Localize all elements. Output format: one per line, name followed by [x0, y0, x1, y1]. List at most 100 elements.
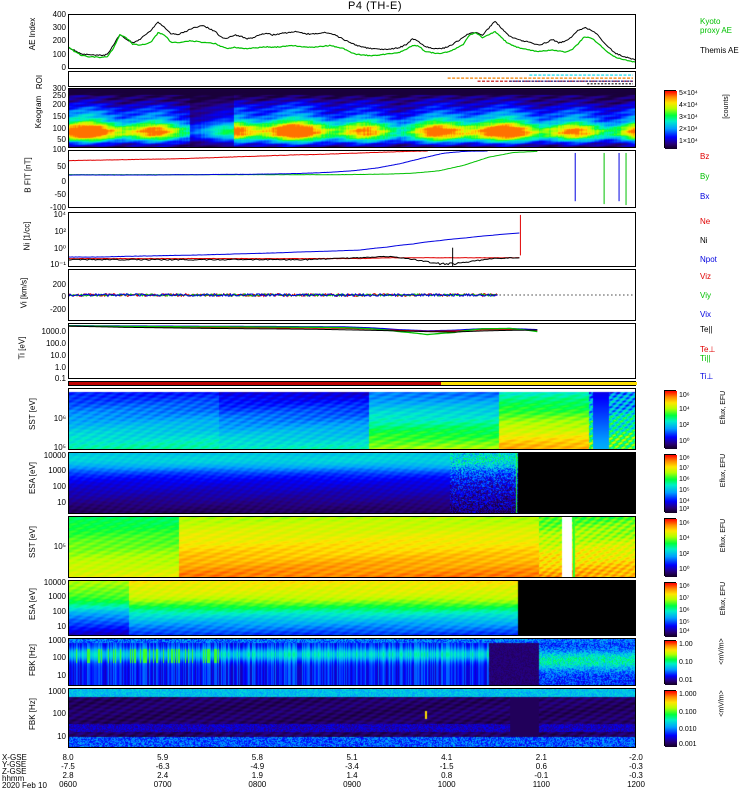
esa1-cb-1e7: 10⁷: [679, 465, 690, 472]
bottom-label-z-gse: Z-GSE: [2, 767, 27, 776]
sst-2-colorbar: [664, 518, 677, 577]
fbk1-cb-unit: <mV/m>: [718, 638, 726, 665]
b-ytick-m50: -50: [54, 190, 66, 199]
legend-viz: Viz: [700, 272, 711, 281]
fbk2-cb-0100: 0.100: [679, 709, 697, 716]
bottom-label-date: 2020 Feb 10: [2, 781, 47, 790]
fbk1-cb-01: 0.10: [679, 659, 693, 666]
keogram-colorbar: [664, 90, 677, 149]
panel-ae-index: [68, 14, 636, 69]
legend-viy: Viy: [700, 291, 711, 300]
sst-2-spectrogram: [69, 517, 635, 577]
fbk2-ytick-100: 100: [52, 709, 66, 718]
esa2-ytick-100: 100: [52, 607, 66, 616]
velocity-plot: [69, 270, 635, 320]
legend-ne: Ne: [700, 217, 711, 226]
panel-density: [68, 212, 636, 267]
legend-by: By: [700, 172, 710, 181]
t-ytick-1000: 1000.0: [41, 327, 66, 336]
bottom-tick-1: 5.9 -6.3 2.4 0700: [153, 753, 172, 789]
t-ytick-1: 1.0: [54, 363, 66, 372]
keo-cb-label-1e4: 1×10⁴: [679, 138, 698, 145]
sst-1-colorbar: [664, 390, 677, 449]
esa2-cb-1e5: 10⁵: [679, 619, 690, 626]
fbk2-cb-0010: 0.010: [679, 726, 697, 733]
sst2-cb-1e0: 10⁰: [679, 566, 690, 573]
v-ytick-m200: -200: [49, 305, 66, 314]
bottom-tick-2: 5.8 -4.9 1.9 0800: [248, 753, 267, 789]
n-ytick-1e0: 10⁰: [53, 244, 66, 253]
esa1-ytick-100: 100: [52, 482, 66, 491]
fbk1-ytick-100: 100: [52, 653, 66, 662]
sst1-cb-unit: Eflux, EFU: [720, 390, 728, 425]
esa1-ytick-10: 10: [57, 498, 66, 507]
velocity-ylabel: Vi [km/s]: [19, 277, 29, 309]
keo-ytick-300: 300: [52, 84, 66, 93]
t-ytick-01: 0.1: [54, 374, 66, 383]
n-ytick-1em1: 10⁻¹: [50, 260, 66, 269]
roi-plot: [447, 74, 634, 85]
esa1-ytick-1000: 1000: [48, 466, 66, 475]
b-ytick-m100: -100: [49, 203, 66, 212]
bottom-tick-4: 4.1 -1.5 0.8 1000: [437, 753, 456, 789]
sst2-ytick-1e5: 10⁵: [53, 542, 66, 551]
fbk2-ytick-10: 10: [57, 732, 66, 741]
keo-ytick-100b: 100: [52, 145, 66, 154]
ae-ytick-400: 400: [52, 10, 66, 19]
sst-1-ylabel: SST [eV]: [27, 398, 37, 430]
panel-roi: [68, 71, 636, 87]
bottom-tick-6: -2.0 -0.3 -0.3 1200: [627, 753, 645, 789]
density-plot: [69, 214, 521, 266]
sst1-cb-1e4: 10⁴: [679, 406, 690, 413]
panel-sst-1: [68, 388, 636, 450]
b-fit-plot: [69, 151, 627, 206]
esa2-ytick-10000: 10000: [43, 578, 66, 587]
v-ytick-0: 0: [61, 292, 66, 301]
sst-1-spectrogram: [69, 389, 635, 449]
sst1-ytick-1e5: 10⁵: [53, 443, 66, 452]
esa-1-spectrogram: [69, 453, 635, 513]
fbk2-cb-1000: 1.000: [679, 691, 697, 698]
esa2-cb-1e8: 10⁸: [679, 583, 690, 590]
sst1-cb-1e0: 10⁰: [679, 438, 690, 445]
keo-ytick-250: 250: [52, 91, 66, 100]
esa1-cb-1e8: 10⁸: [679, 455, 690, 462]
legend-ti-perp: Ti⊥: [700, 372, 714, 381]
page-title: P4 (TH-E): [348, 0, 402, 12]
fbk2-cb-0001: 0.001: [679, 741, 697, 748]
n-ytick-1e2: 10²: [54, 227, 66, 236]
ae-ytick-0: 0: [61, 63, 66, 72]
esa2-ytick-10: 10: [57, 622, 66, 631]
panel-fbk-2: [68, 688, 636, 748]
keo-ytick-50: 50: [57, 135, 66, 144]
t-ytick-100: 100.0: [45, 339, 66, 348]
legend-te-perp: Te⊥: [700, 345, 716, 354]
density-ylabel: Ni [1/cc]: [22, 221, 32, 251]
legend-themis-ae: Themis AE: [700, 46, 739, 55]
legend-ni: Ni: [700, 236, 708, 245]
keo-cb-unit: [counts]: [722, 94, 730, 119]
esa1-cb-1e5: 10⁵: [679, 487, 690, 494]
fbk2-cb-unit: <mV/m>: [718, 690, 726, 717]
panel-keogram: [68, 88, 636, 148]
sst2-cb-1e2: 10²: [679, 551, 690, 558]
sst2-cb-unit: Eflux, EFU: [720, 518, 728, 553]
b-ytick-50: 50: [57, 162, 66, 171]
sst2-cb-1e6: 10⁶: [679, 520, 690, 527]
sst-2-ylabel: SST [eV]: [27, 526, 37, 558]
bottom-tick-3: 5.1 -3.4 1.4 0900: [343, 753, 361, 789]
ae-ytick-100: 100: [52, 50, 66, 59]
keo-cb-label-4e4: 4×10⁴: [679, 102, 698, 109]
panel-temperature: [68, 323, 636, 379]
legend-te-par: Te||: [700, 325, 713, 334]
esa1-cb-1e3: 10³: [679, 506, 690, 513]
fbk-1-spectrogram: [69, 639, 635, 685]
fbk-2-colorbar: [664, 690, 677, 747]
fbk1-cb-1: 1.00: [679, 641, 693, 648]
legend-npot: Npot: [700, 255, 717, 264]
esa2-cb-1e6: 10⁶: [679, 607, 690, 614]
fbk2-ytick-1000: 1000: [48, 687, 66, 696]
bottom-label-hhmm: hhmm: [2, 774, 25, 783]
ae-ytick-200: 200: [52, 36, 66, 45]
mode-stripe: [68, 381, 637, 386]
